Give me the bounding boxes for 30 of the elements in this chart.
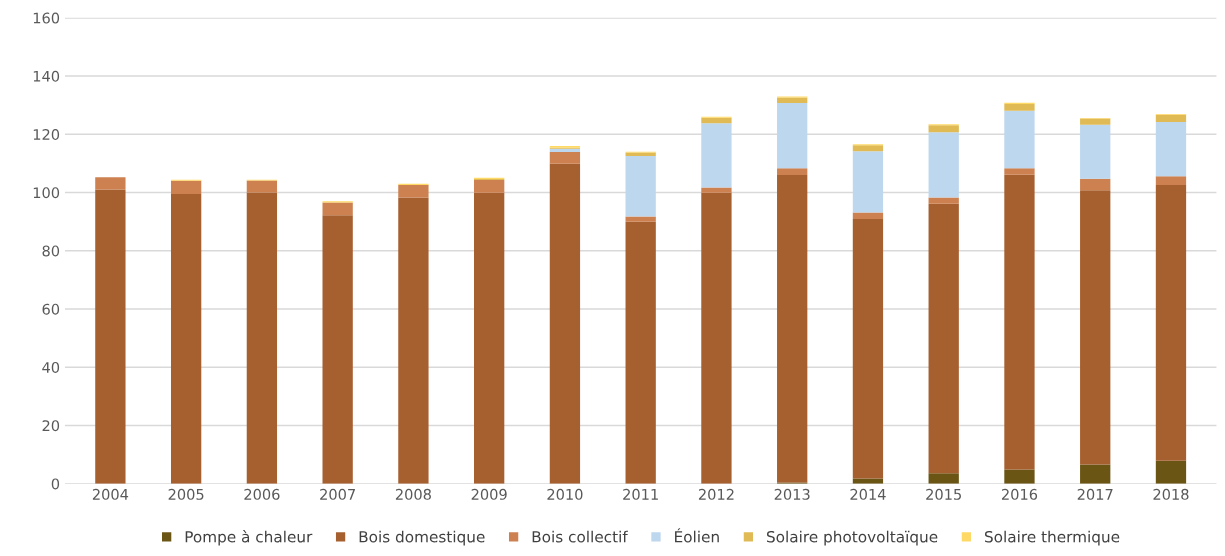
x-tick-label: 2013 — [774, 488, 810, 500]
legend-label: Solaire photovoltaïque — [766, 530, 938, 546]
x-tick-label: 2011 — [623, 488, 658, 500]
x-tick-label: 2010 — [547, 488, 583, 500]
y-tick-label: 20 — [42, 420, 60, 432]
y-tick-label: 140 — [33, 70, 60, 82]
x-tick-label: 2017 — [1077, 488, 1113, 500]
legend-label: Pompe à chaleur — [185, 530, 313, 546]
legend-label: Éolien — [675, 528, 719, 543]
y-tick-label: 160 — [33, 12, 60, 24]
y-tick-label: 120 — [33, 128, 60, 141]
x-tick-label: 2005 — [168, 488, 204, 500]
x-tick-label: 2015 — [926, 488, 961, 500]
y-tick-label: 60 — [42, 303, 60, 315]
x-tick-label: 2006 — [244, 488, 280, 500]
y-tick-label: 0 — [51, 478, 60, 490]
x-tick-label: 2007 — [320, 488, 355, 500]
y-tick-label: 40 — [42, 361, 60, 373]
x-tick-label: 2012 — [698, 488, 734, 500]
y-tick-label: 100 — [33, 187, 60, 199]
x-tick-label: 2016 — [1001, 488, 1038, 500]
legend-label: Solaire thermique — [984, 530, 1120, 546]
x-tick-label: 2014 — [850, 488, 886, 500]
x-tick-label: 2008 — [395, 488, 431, 500]
x-tick-label: 2004 — [92, 488, 129, 500]
x-tick-label: 2018 — [1153, 488, 1189, 500]
y-tick-label: 80 — [42, 245, 60, 257]
legend-label: Bois collectif — [532, 530, 629, 543]
x-tick-label: 2009 — [471, 488, 507, 500]
legend-label: Bois domestique — [359, 530, 485, 546]
